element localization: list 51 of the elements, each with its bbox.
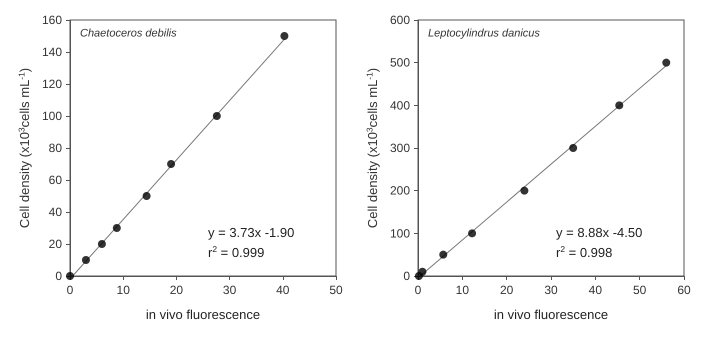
- y-tick-label: 160: [42, 13, 62, 27]
- x-tick-label: 30: [222, 283, 237, 297]
- y-tick-label: 500: [390, 56, 410, 70]
- y-tick-label: 100: [42, 109, 62, 123]
- x-tick-label: 30: [544, 283, 558, 297]
- x-tick-label: 20: [500, 283, 514, 297]
- point: [520, 186, 528, 195]
- x-tick-label: 10: [456, 283, 470, 297]
- point: [468, 229, 476, 238]
- y-axis-title: Cell density (x103cells mL-1): [364, 68, 380, 228]
- y-tick-label: 120: [42, 77, 62, 91]
- y-tick-label: 600: [390, 13, 410, 27]
- annotation: y = 3.73x -1.90: [208, 225, 294, 240]
- point: [82, 256, 90, 264]
- point: [142, 192, 151, 200]
- annotation: y = 8.88x -4.50: [556, 225, 642, 240]
- point: [615, 101, 624, 110]
- x-tick-label: 40: [588, 283, 602, 297]
- y-axis-title: Cell density (x103cells mL-1): [16, 68, 32, 228]
- point: [112, 224, 121, 232]
- y-tick-label: 0: [403, 269, 410, 283]
- y-tick-label: 200: [390, 184, 410, 198]
- point: [569, 144, 578, 152]
- y-tick-label: 20: [48, 237, 62, 251]
- x-axis-title: in vivo fluorescence: [146, 307, 260, 322]
- point: [98, 240, 106, 248]
- x-tick-label: 0: [414, 283, 422, 297]
- point: [662, 58, 670, 67]
- y-tick-label: 140: [42, 45, 62, 59]
- x-tick-label: 50: [632, 283, 647, 297]
- x-tick-label: 20: [170, 283, 184, 297]
- point: [280, 32, 288, 40]
- y-tick-label: 100: [390, 226, 410, 240]
- x-tick-label: 40: [276, 283, 290, 297]
- x-tick-label: 50: [329, 283, 343, 297]
- y-tick-label: 400: [390, 98, 410, 112]
- y-tick-label: 300: [390, 141, 410, 155]
- point: [212, 112, 221, 120]
- point: [439, 250, 448, 259]
- x-axis-title: in vivo fluorescence: [494, 307, 608, 322]
- annotation: Leptocylindrus danicus: [428, 28, 540, 40]
- point: [167, 160, 176, 168]
- x-tick-label: 10: [116, 283, 130, 297]
- x-tick-label: 60: [677, 283, 691, 297]
- y-tick-label: 0: [55, 269, 62, 283]
- point: [418, 268, 426, 276]
- y-tick-label: 60: [48, 173, 62, 187]
- y-tick-label: 80: [48, 141, 62, 155]
- annotation: Chaetoceros debilis: [80, 28, 178, 40]
- y-tick-label: 40: [48, 205, 62, 219]
- x-tick-label: 0: [66, 283, 74, 297]
